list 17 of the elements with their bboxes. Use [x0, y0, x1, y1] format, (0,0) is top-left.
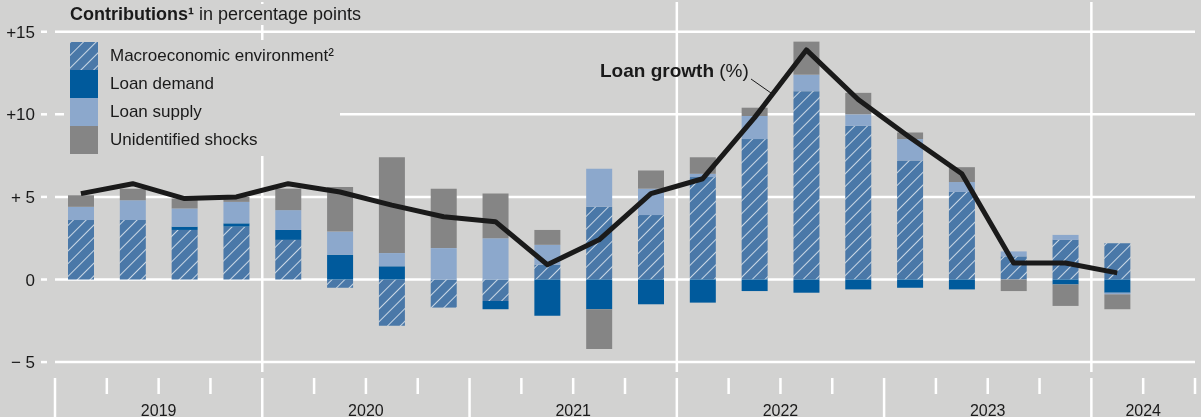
y-tick-label: +15	[6, 22, 35, 42]
x-tick-label: 2020	[348, 402, 384, 417]
x-tick-label: 2024	[1125, 402, 1162, 417]
series-label: Loan growth (%)	[600, 60, 749, 82]
y-tick-label: − 5	[10, 353, 35, 373]
x-tick-label: 2021	[555, 402, 592, 417]
y-tick-label: + 5	[10, 187, 35, 207]
x-tick-label: 2023	[969, 402, 1006, 417]
legend-label: Loan supply	[110, 102, 202, 122]
legend-label: Unidentified shocks	[110, 130, 258, 150]
x-tick-label: 2019	[140, 402, 177, 417]
x-tick-label: 2022	[762, 402, 799, 417]
legend-label: Macroeconomic environment²	[110, 46, 334, 66]
y-tick-label: +10	[6, 105, 35, 125]
chart-title: Contributions¹ in percentage points	[64, 4, 368, 25]
legend-label: Loan demand	[110, 74, 214, 94]
y-tick-label: 0	[25, 270, 35, 290]
